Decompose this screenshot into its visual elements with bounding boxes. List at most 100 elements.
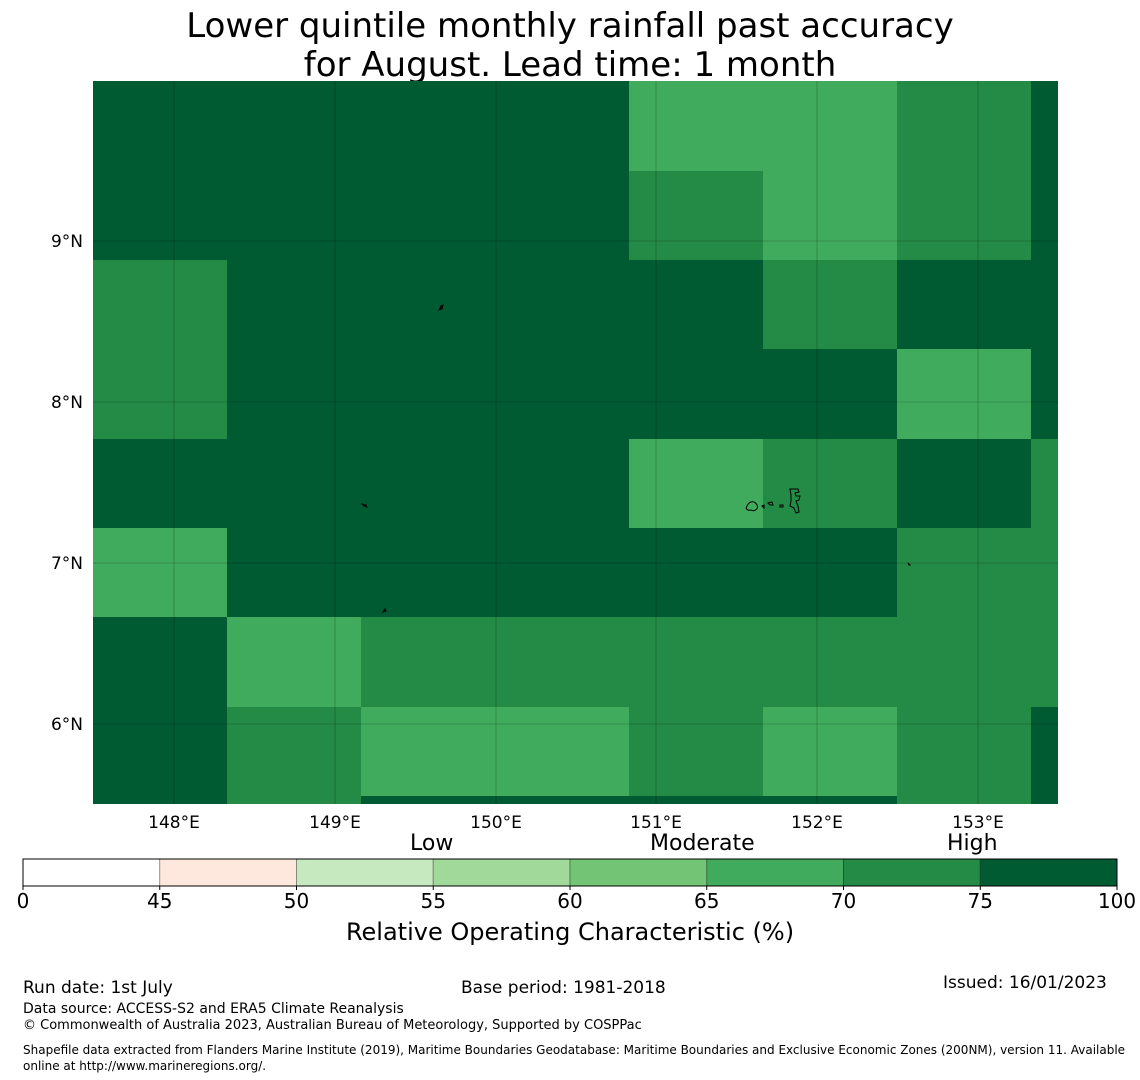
colorbar-segment bbox=[979, 858, 1118, 887]
grid-cell bbox=[1031, 81, 1058, 172]
colorbar-segment bbox=[569, 858, 708, 887]
grid-cell bbox=[227, 171, 362, 261]
grid-cell bbox=[495, 439, 630, 529]
latitude-labels: 9°N 8°N 7°N 6°N bbox=[51, 232, 83, 735]
grid-cell bbox=[361, 439, 496, 529]
grid-cell bbox=[227, 617, 362, 708]
grid-cell bbox=[629, 707, 764, 797]
colorbar-tick-label: 65 bbox=[694, 889, 719, 913]
island-outline bbox=[789, 488, 801, 514]
island-outlines bbox=[360, 304, 912, 613]
grid-cell bbox=[897, 260, 1032, 350]
grid-cell bbox=[629, 349, 764, 440]
colorbar-tick-label: 55 bbox=[421, 889, 446, 913]
map-figure: 148°E 149°E 150°E 151°E 152°E 153°E 9°N 8°N 7°N… bbox=[17, 81, 1136, 913]
grid-cell bbox=[763, 439, 898, 529]
grid-cell bbox=[897, 796, 1032, 804]
longitude-label: 148°E bbox=[148, 813, 200, 833]
grid-cell bbox=[1031, 349, 1058, 440]
island-outline bbox=[381, 608, 387, 613]
grid-cell bbox=[93, 260, 228, 350]
grid-cell bbox=[629, 528, 764, 618]
grid-cell bbox=[361, 349, 496, 440]
grid-cell bbox=[763, 349, 898, 440]
grid-cell bbox=[227, 439, 362, 529]
island-outline bbox=[761, 504, 765, 510]
data-source: Data source: ACCESS-S2 and ERA5 Climate … bbox=[23, 1001, 404, 1017]
grid-cell bbox=[897, 349, 1032, 440]
category-high-label: High bbox=[947, 831, 998, 856]
grid-cell bbox=[227, 349, 362, 440]
island-outline bbox=[360, 503, 368, 508]
grid-cell bbox=[361, 528, 496, 618]
grid-cell bbox=[629, 260, 764, 350]
grid-cell bbox=[1031, 707, 1058, 797]
colorbar-tick-label: 0 bbox=[17, 889, 30, 913]
grid-cell bbox=[361, 260, 496, 350]
longitude-labels: 148°E 149°E 150°E 151°E 152°E 153°E bbox=[148, 813, 1004, 833]
grid-cell bbox=[763, 260, 898, 350]
grid-cell bbox=[227, 260, 362, 350]
latitude-label: 8°N bbox=[51, 393, 83, 413]
grid-cell bbox=[361, 81, 496, 172]
grid-cell bbox=[763, 796, 898, 804]
copyright-notice: © Commonwealth of Australia 2023, Austra… bbox=[23, 1018, 642, 1033]
grid-cell bbox=[629, 439, 764, 529]
grid-cell bbox=[93, 528, 228, 618]
grid-cell bbox=[1031, 439, 1058, 529]
run-date: Run date: 1st July bbox=[23, 978, 173, 998]
grid-cell bbox=[227, 796, 362, 804]
map-title-line2: for August. Lead time: 1 month bbox=[303, 45, 837, 85]
grid-cell bbox=[629, 81, 764, 172]
category-moderate-label: Moderate bbox=[650, 831, 755, 856]
colorbar-segment bbox=[296, 858, 434, 887]
longitude-label: 153°E bbox=[952, 813, 1004, 833]
colorbar-segment bbox=[159, 858, 297, 887]
grid-cell bbox=[897, 439, 1032, 529]
grid-cell bbox=[93, 707, 228, 797]
base-period: Base period: 1981-2018 bbox=[461, 978, 666, 998]
grid-cell bbox=[763, 528, 898, 618]
longitude-label: 151°E bbox=[630, 813, 682, 833]
grid-cell bbox=[361, 617, 496, 708]
grid-cell bbox=[763, 707, 898, 797]
longitude-label: 152°E bbox=[791, 813, 843, 833]
colorbar bbox=[22, 858, 1118, 887]
grid-cell bbox=[1031, 171, 1058, 261]
grid-cell bbox=[495, 796, 630, 804]
colorbar-segment bbox=[843, 858, 981, 887]
colorbar-tick-label: 100 bbox=[1098, 889, 1136, 913]
shapefile-credit-line1: Shapefile data extracted from Flanders M… bbox=[23, 1043, 1126, 1057]
category-low-label: Low bbox=[410, 831, 454, 856]
colorbar-ticks: 0 45 50 55 60 65 70 75 100 bbox=[17, 886, 1136, 913]
accuracy-grid bbox=[93, 81, 1058, 804]
grid-cell bbox=[227, 81, 362, 172]
grid-cell bbox=[93, 796, 228, 804]
colorbar-segment bbox=[432, 858, 571, 887]
island-outline bbox=[779, 504, 784, 508]
grid-cell bbox=[897, 171, 1032, 261]
map-title-line1: Lower quintile monthly rainfall past acc… bbox=[186, 6, 954, 46]
latitude-label: 7°N bbox=[51, 554, 83, 574]
grid-cell bbox=[495, 260, 630, 350]
grid-cell bbox=[897, 528, 1032, 618]
grid-cell bbox=[93, 439, 228, 529]
graticule bbox=[93, 81, 1058, 804]
grid-cell bbox=[763, 171, 898, 261]
grid-cell bbox=[93, 81, 228, 172]
grid-cell bbox=[495, 528, 630, 618]
grid-cell bbox=[1031, 796, 1058, 804]
colorbar-tick-label: 60 bbox=[557, 889, 582, 913]
island-outline bbox=[745, 501, 758, 512]
shapefile-credit-line2: online at http://www.marineregions.org/. bbox=[23, 1059, 267, 1073]
grid-cell bbox=[495, 707, 630, 797]
grid-cell bbox=[93, 349, 228, 440]
latitude-label: 6°N bbox=[51, 715, 83, 735]
grid-cell bbox=[93, 171, 228, 261]
grid-cell bbox=[361, 796, 496, 804]
grid-cell bbox=[763, 617, 898, 708]
longitude-label: 149°E bbox=[309, 813, 361, 833]
island-outline bbox=[438, 304, 444, 311]
colorbar-tick-label: 75 bbox=[968, 889, 993, 913]
colorbar-axis-label: Relative Operating Characteristic (%) bbox=[345, 918, 795, 946]
